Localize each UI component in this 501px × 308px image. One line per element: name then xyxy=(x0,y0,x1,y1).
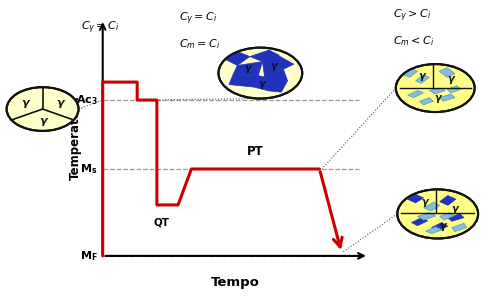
Polygon shape xyxy=(439,94,455,101)
Text: $C_m = C_i$: $C_m = C_i$ xyxy=(179,37,220,51)
Polygon shape xyxy=(263,50,294,69)
Circle shape xyxy=(218,48,302,99)
Polygon shape xyxy=(432,223,448,231)
Circle shape xyxy=(218,48,302,99)
Polygon shape xyxy=(265,77,288,92)
Text: γ: γ xyxy=(439,221,446,231)
Circle shape xyxy=(397,189,478,238)
Text: $\mathbf{M_F}$: $\mathbf{M_F}$ xyxy=(80,249,98,263)
Polygon shape xyxy=(425,227,442,233)
Text: QT: QT xyxy=(154,218,170,228)
Polygon shape xyxy=(448,214,464,221)
Text: γ: γ xyxy=(418,71,425,81)
Text: γ: γ xyxy=(271,61,277,71)
Circle shape xyxy=(7,87,79,131)
Text: $C_\gamma > C_i$: $C_\gamma > C_i$ xyxy=(393,7,431,24)
Polygon shape xyxy=(408,91,423,98)
Polygon shape xyxy=(404,69,417,77)
Text: γ: γ xyxy=(244,63,251,73)
Polygon shape xyxy=(447,86,461,93)
Text: γ: γ xyxy=(451,204,458,213)
Polygon shape xyxy=(254,76,269,91)
Text: γ: γ xyxy=(22,98,29,108)
Text: $C_\gamma = C_i$: $C_\gamma = C_i$ xyxy=(179,10,217,26)
Text: γ: γ xyxy=(447,74,453,84)
Text: $C_\gamma = C_i$: $C_\gamma = C_i$ xyxy=(81,19,119,35)
Text: γ: γ xyxy=(434,93,440,103)
Polygon shape xyxy=(229,74,258,87)
Polygon shape xyxy=(452,223,467,232)
Polygon shape xyxy=(233,62,263,76)
Circle shape xyxy=(396,64,474,112)
Polygon shape xyxy=(417,213,436,220)
Polygon shape xyxy=(423,202,440,211)
Polygon shape xyxy=(440,196,456,205)
Polygon shape xyxy=(250,50,279,62)
Text: Temperatura: Temperatura xyxy=(69,95,82,180)
Circle shape xyxy=(396,64,474,112)
Polygon shape xyxy=(407,194,423,203)
Circle shape xyxy=(397,189,478,238)
Text: PT: PT xyxy=(247,144,264,157)
Polygon shape xyxy=(419,98,433,105)
Text: γ: γ xyxy=(258,79,265,89)
Polygon shape xyxy=(440,213,454,220)
Text: γ: γ xyxy=(421,197,428,207)
Text: $\mathbf{Ac_3}$: $\mathbf{Ac_3}$ xyxy=(76,93,98,107)
Text: γ: γ xyxy=(39,116,47,126)
Polygon shape xyxy=(263,62,288,81)
Polygon shape xyxy=(439,68,455,77)
Text: $\mathbf{M_s}$: $\mathbf{M_s}$ xyxy=(80,162,98,176)
Polygon shape xyxy=(415,75,429,83)
Polygon shape xyxy=(411,218,428,226)
Polygon shape xyxy=(429,88,445,94)
Text: $C_m < C_i$: $C_m < C_i$ xyxy=(393,34,434,48)
Text: γ: γ xyxy=(56,98,64,108)
Text: Tempo: Tempo xyxy=(211,276,260,289)
Polygon shape xyxy=(225,51,250,65)
